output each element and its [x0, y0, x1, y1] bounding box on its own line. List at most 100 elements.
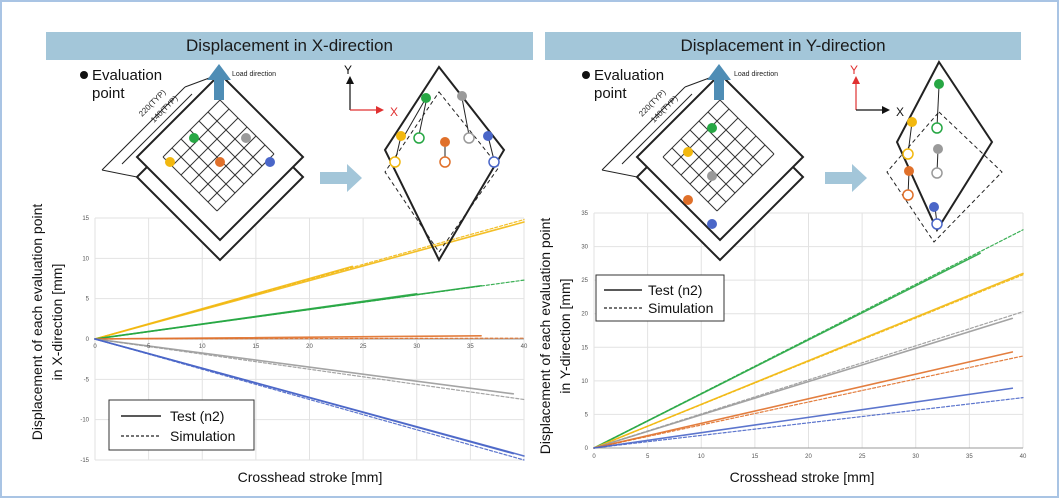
chart-x-xtick-label: 5 — [147, 344, 151, 350]
chart-x-xtick-label: 20 — [306, 344, 313, 350]
evaluation-point-label-line1: Evaluation — [92, 67, 162, 84]
eval-point-orange — [215, 157, 225, 167]
chart-x-ytick-label: 15 — [82, 216, 89, 222]
dimension-lines — [101, 73, 221, 178]
panel-header-x: Displacement in X-direction — [46, 32, 533, 60]
panel-header-y: Displacement in Y-direction — [545, 32, 1021, 60]
chart-x-xtick-label: 25 — [360, 344, 367, 350]
deformed-point-green — [934, 79, 944, 89]
diagram-x-direction: 220(TYP) 140(TYP) Load direction Evaluat… — [80, 63, 506, 263]
chart-x-ytick-label: -15 — [80, 458, 89, 464]
eval-point-green — [707, 123, 717, 133]
original-point-gray — [463, 132, 475, 144]
axis-x-letter: X — [896, 105, 904, 119]
chart-y-series — [593, 229, 1024, 449]
diagram-y-direction: 220(TYP) 140(TYP) Load direction Evaluat… — [582, 60, 1003, 262]
chart-x-ylabel-line1: Displacement of each evaluation point — [29, 204, 45, 441]
chart-y-ytick-label: 10 — [581, 379, 588, 385]
deformed-point-orange — [440, 137, 450, 147]
chart-x-ytick-label: 0 — [86, 337, 90, 343]
chart-x-series-gray-solid-line — [94, 338, 515, 395]
chart-x-xtick-label: 10 — [199, 344, 206, 350]
chart-x-series-green-dashed-line — [94, 279, 525, 340]
evaluation-point-bullet-icon — [80, 71, 88, 79]
chart-x-series-yellow-dashed-line — [94, 219, 525, 340]
chart-y-xtick-label: 20 — [805, 454, 812, 460]
chart-y-ylabel-line1: Displacement of each evaluation point — [537, 218, 553, 455]
chart-y-series-gray-dashed-line — [593, 311, 1024, 449]
chart-y-xtick-label: 10 — [698, 454, 705, 460]
deformed-point-orange — [904, 166, 914, 176]
eval-point-gray — [241, 133, 251, 143]
load-arrow-icon — [207, 64, 231, 100]
chart-y-ytick-label: 25 — [581, 278, 588, 284]
evaluation-point-bullet-icon — [582, 71, 590, 79]
chart-y-legend-box — [595, 274, 725, 322]
chart-x-series-blue-dashed-line — [94, 338, 525, 461]
chart-x-series-yellow-solid-line — [94, 221, 525, 340]
chart-x-direction: 0 5 10 15 20 25 30 35 40 -15 -10 -5 0 5 10 15 Displacem… — [29, 204, 528, 485]
chart-x-legend-test: Test (n2) — [170, 408, 224, 424]
chart-x-legend-box — [108, 399, 255, 451]
eval-point-blue — [707, 219, 717, 229]
chart-y-series-blue-dashed-line — [593, 397, 1024, 449]
evaluation-point-label-line2: point — [594, 85, 627, 102]
chart-y-ytick-label: 0 — [585, 446, 589, 452]
chart-y-xlabel: Crosshead stroke [mm] — [730, 469, 875, 485]
eval-point-yellow — [683, 147, 693, 157]
axis-x-arrowhead-icon — [376, 106, 384, 114]
chart-y-ytick-label: 5 — [585, 412, 589, 418]
chart-y-tick-labels: 0 5 10 15 20 25 30 35 40 0 5 10 15 20 25 30 35 — [581, 211, 1027, 460]
axis-y-letter: Y — [344, 63, 352, 77]
chart-x-legend-simulation: Simulation — [170, 428, 235, 444]
chart-x-ytick-label: 5 — [86, 297, 90, 303]
chart-y-direction: 0 5 10 15 20 25 30 35 40 0 5 10 15 20 25 30 35 Displacem… — [537, 211, 1027, 485]
transition-arrow-icon — [320, 164, 362, 192]
original-point-green — [413, 132, 425, 144]
chart-y-legend-test: Test (n2) — [648, 282, 702, 298]
chart-y-series-green-dashed-line — [593, 229, 1024, 449]
eval-point-green — [189, 133, 199, 143]
chart-x-series-orange-solid-line — [94, 334, 482, 340]
evaluation-point-label-line2: point — [92, 85, 125, 102]
chart-y-ytick-label: 35 — [581, 211, 588, 217]
chart-x-series — [94, 219, 525, 461]
eval-point-orange — [683, 195, 693, 205]
original-point-blue — [488, 156, 500, 168]
deformed-point-gray — [933, 144, 943, 154]
chart-x-xtick-label: 15 — [253, 344, 260, 350]
original-point-blue — [931, 218, 943, 230]
original-point-gray — [931, 167, 943, 179]
load-direction-label: Load direction — [734, 71, 778, 78]
chart-y-series-yellow-dashed-line — [593, 274, 1024, 449]
original-point-orange — [439, 156, 451, 168]
chart-y-series-orange-solid-line — [593, 351, 1014, 449]
chart-y-xtick-label: 15 — [752, 454, 759, 460]
deformed-point-gray — [457, 91, 467, 101]
chart-x-ytick-label: -5 — [84, 377, 90, 383]
chart-x-xtick-label: 40 — [521, 344, 528, 350]
axis-y-letter: Y — [850, 63, 858, 77]
chart-y-xtick-label: 30 — [912, 454, 919, 460]
chart-y-grid — [593, 212, 1024, 449]
eval-point-blue — [265, 157, 275, 167]
chart-y-legend-simulation: Simulation — [648, 300, 713, 316]
deformed-point-yellow — [907, 117, 917, 127]
deformed-point-blue — [929, 202, 939, 212]
deformed-shape — [895, 60, 994, 233]
chart-x-xtick-label: 0 — [93, 344, 97, 350]
eval-point-gray — [707, 171, 717, 181]
chart-x-xtick-label: 30 — [413, 344, 420, 350]
load-arrow-icon — [707, 64, 731, 100]
original-point-green — [931, 122, 943, 134]
chart-y-ytick-label: 30 — [581, 245, 588, 251]
chart-y-legend: Test (n2) Simulation — [595, 274, 725, 322]
chart-x-xlabel: Crosshead stroke [mm] — [238, 469, 383, 485]
original-point-yellow — [902, 148, 914, 160]
original-point-yellow — [389, 156, 401, 168]
deformed-point-green — [421, 93, 431, 103]
axis-x-letter: X — [390, 105, 398, 119]
chart-y-ytick-label: 15 — [581, 345, 588, 351]
